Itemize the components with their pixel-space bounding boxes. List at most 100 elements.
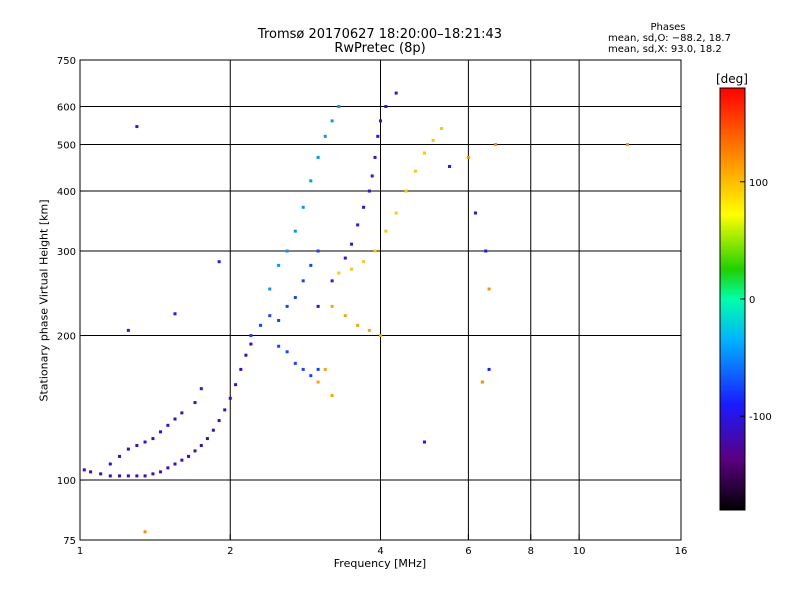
x-tick-label: 10 xyxy=(573,546,586,557)
data-point xyxy=(99,472,103,476)
data-point xyxy=(413,169,417,173)
colorbar-label: [deg] xyxy=(716,72,748,86)
data-point xyxy=(234,383,238,387)
data-point xyxy=(367,189,371,193)
x-tick-label: 2 xyxy=(227,546,233,557)
data-point xyxy=(277,318,281,322)
data-point xyxy=(316,304,320,308)
y-tick-label: 75 xyxy=(63,536,76,547)
data-point xyxy=(343,314,347,318)
data-point xyxy=(323,367,327,371)
data-point xyxy=(259,323,263,327)
data-point xyxy=(135,474,139,478)
data-point xyxy=(330,119,334,123)
data-point xyxy=(277,344,281,348)
data-point xyxy=(440,126,444,130)
data-point xyxy=(370,174,374,178)
data-point xyxy=(159,430,163,434)
data-point xyxy=(394,91,398,95)
data-point xyxy=(316,155,320,159)
data-point xyxy=(293,361,297,365)
data-point xyxy=(330,394,334,398)
data-point xyxy=(126,447,130,451)
stats-heading: Phases xyxy=(650,22,686,33)
chart-title: Tromsø 20170627 18:20:00–18:21:43 xyxy=(257,27,503,42)
data-point xyxy=(367,328,371,332)
data-point xyxy=(394,211,398,215)
y-tick-label: 100 xyxy=(57,476,76,487)
data-point xyxy=(330,279,334,283)
data-point xyxy=(473,211,477,215)
data-point xyxy=(82,468,86,472)
x-tick-label: 4 xyxy=(377,546,383,557)
data-point xyxy=(173,417,177,421)
data-point xyxy=(356,323,360,327)
colorbar-tick-label: 0 xyxy=(749,295,755,306)
data-point xyxy=(118,474,122,478)
data-point xyxy=(268,287,272,291)
data-point xyxy=(180,411,184,415)
y-tick-label: 600 xyxy=(57,103,76,114)
y-tick-label: 750 xyxy=(57,56,76,67)
x-tick-label: 1 xyxy=(77,546,83,557)
y-tick-label: 300 xyxy=(57,247,76,258)
data-point xyxy=(228,396,232,400)
data-point xyxy=(301,205,305,209)
data-point xyxy=(239,367,243,371)
stats-line-o: mean, sd,O: −88.2, 18.7 xyxy=(608,33,731,44)
chart-subtitle: RwPretec (8p) xyxy=(334,41,426,56)
data-point xyxy=(143,530,147,534)
colorbar-tick-label: 100 xyxy=(749,178,768,189)
data-point xyxy=(293,229,297,233)
x-axis-label: Frequency [MHz] xyxy=(333,557,427,570)
stats-line-x: mean, sd,X: 93.0, 18.2 xyxy=(608,44,722,55)
colorbar-tick-label: -100 xyxy=(749,412,772,423)
data-point xyxy=(384,229,388,233)
data-point xyxy=(301,367,305,371)
data-point xyxy=(205,437,209,441)
data-point xyxy=(487,367,491,371)
y-tick-label: 200 xyxy=(57,332,76,343)
data-point xyxy=(143,474,147,478)
data-point xyxy=(343,256,347,260)
data-point xyxy=(285,304,289,308)
data-point xyxy=(448,164,452,168)
data-point xyxy=(356,223,360,227)
data-point xyxy=(323,134,327,138)
data-point xyxy=(244,353,248,357)
data-point xyxy=(268,314,272,318)
data-point xyxy=(166,466,170,470)
data-point xyxy=(330,304,334,308)
data-point xyxy=(484,249,488,253)
data-point xyxy=(118,454,122,458)
data-point xyxy=(466,155,470,159)
data-point xyxy=(625,143,629,147)
data-point xyxy=(309,263,313,267)
data-point xyxy=(309,374,313,378)
data-point xyxy=(249,342,253,346)
data-point xyxy=(301,279,305,283)
data-point xyxy=(108,474,112,478)
y-axis-label: Stationary phase Virtual Height [km] xyxy=(37,199,51,402)
data-point xyxy=(373,249,377,253)
data-point xyxy=(337,271,341,275)
data-point xyxy=(337,105,341,109)
data-point xyxy=(126,474,130,478)
data-point xyxy=(173,312,177,316)
data-point xyxy=(277,263,281,267)
data-point xyxy=(151,472,155,476)
data-point xyxy=(199,387,203,391)
data-point xyxy=(193,401,197,405)
data-point xyxy=(422,151,426,155)
data-point xyxy=(480,380,484,384)
data-point xyxy=(487,287,491,291)
x-tick-label: 16 xyxy=(675,546,688,557)
data-point xyxy=(293,296,297,300)
colorbar xyxy=(719,87,746,511)
data-point xyxy=(249,334,253,338)
data-point xyxy=(350,242,354,246)
data-point xyxy=(211,428,215,432)
data-point xyxy=(135,444,139,448)
data-point xyxy=(173,462,177,466)
